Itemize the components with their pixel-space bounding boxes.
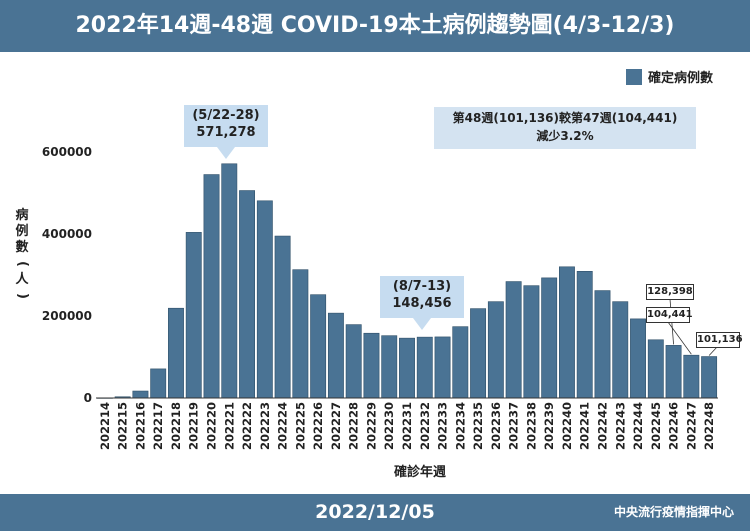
y-tick-label: 200000 (42, 309, 92, 323)
bar-202218 (168, 307, 184, 399)
x-tick-label: 202214 (98, 402, 112, 450)
bar-202245 (647, 339, 664, 399)
bar-202233 (434, 336, 451, 399)
x-tick-label: 202246 (667, 402, 681, 450)
bar-202241 (576, 271, 593, 399)
x-tick-label: 202229 (364, 402, 378, 450)
bar-202244 (630, 318, 646, 399)
bar-202232 (416, 336, 433, 399)
bar-202235 (470, 308, 487, 399)
bar-202246 (665, 345, 682, 399)
bar-202220 (203, 174, 220, 399)
trough-callout-pointer (413, 318, 431, 330)
x-tick-label: 202236 (489, 402, 503, 450)
bar-202224 (274, 235, 291, 399)
comparison-note: 第48週(101,136)較第47週(104,441) 減少3.2% (434, 107, 696, 149)
x-tick-label: 202241 (578, 402, 592, 450)
label-week46: 128,398 (646, 284, 694, 300)
x-tick-label: 202217 (151, 402, 165, 450)
label-week47: 104,441 (646, 307, 693, 323)
x-tick-label: 202222 (240, 402, 254, 450)
x-tick-label: 202228 (347, 402, 361, 450)
legend-label: 確定病例數 (648, 71, 714, 86)
x-tick-label: 202216 (133, 402, 147, 450)
x-tick-label: 202244 (631, 402, 645, 450)
x-tick-label: 202221 (222, 402, 236, 450)
x-tick-label: 202225 (293, 402, 307, 450)
note-line-1: 第48週(101,136)較第47週(104,441) (452, 111, 678, 125)
bar-chart: 0 200000 400000 600000 202214 202215 202216 202… (42, 145, 718, 450)
y-tick-label: 600000 (42, 145, 92, 159)
x-tick-label: 202242 (595, 402, 609, 450)
x-tick-label: 202248 (702, 402, 716, 450)
bar-202248 (701, 356, 718, 399)
y-tick-label: 0 (84, 391, 92, 405)
x-tick-label: 202215 (116, 402, 130, 450)
peak-week: (5/22-28) (192, 108, 260, 123)
x-tick-label: 202233 (436, 402, 450, 450)
bar-202222 (239, 190, 255, 399)
x-tick-label: 202219 (187, 402, 201, 450)
x-tick-label: 202230 (382, 402, 396, 450)
x-tick-label: 202218 (169, 402, 183, 450)
bar-202236 (487, 301, 504, 399)
bar-202230 (381, 335, 398, 399)
footer-date: 2022/12/05 (315, 501, 435, 523)
x-tick-label: 202243 (613, 402, 627, 450)
bar-202234 (452, 326, 469, 399)
x-tick-label: 202232 (418, 402, 432, 450)
trough-week: (8/7-13) (392, 279, 452, 294)
bar-202219 (185, 232, 202, 399)
bar-202237 (505, 281, 522, 399)
page-title: 2022年14週-48週 COVID-19本土病例趨勢圖(4/3-12/3) (75, 13, 675, 38)
trough-callout: (8/7-13) 148,456 (380, 276, 464, 330)
bar-202242 (594, 290, 611, 399)
bar-202239 (541, 277, 558, 399)
bar-202225 (292, 269, 309, 399)
leader-line (667, 321, 692, 355)
x-tick-label: 202234 (453, 402, 467, 450)
x-axis-label: 確診年週 (393, 465, 446, 480)
x-tick-label: 202245 (649, 402, 663, 450)
x-tick-label: 202240 (560, 402, 574, 450)
bar-202217 (150, 368, 167, 399)
x-tick-label: 202220 (205, 402, 219, 450)
bar-202231 (399, 337, 415, 399)
bar-202216 (132, 390, 149, 399)
header-bar: 2022年14週-48週 COVID-19本土病例趨勢圖(4/3-12/3) (0, 0, 750, 52)
bar-202221 (221, 163, 238, 399)
x-tick-label: 202239 (542, 402, 556, 450)
bar-202223 (256, 200, 273, 399)
bar-202238 (523, 285, 540, 399)
legend-swatch (626, 69, 642, 85)
x-tick-label: 202237 (507, 402, 521, 450)
peak-value: 571,278 (196, 125, 256, 140)
peak-callout-pointer (217, 147, 235, 159)
x-tick-label: 202231 (400, 402, 414, 450)
bar-202229 (363, 332, 380, 399)
bar-202228 (345, 324, 362, 399)
bar-202226 (310, 294, 327, 399)
x-tick-label: 202223 (258, 402, 272, 450)
x-tick-label: 202235 (471, 402, 485, 450)
y-tick-label: 400000 (42, 227, 92, 241)
bar-202240 (559, 266, 575, 399)
peak-callout: (5/22-28) 571,278 (184, 105, 268, 159)
bar-202243 (612, 301, 629, 399)
x-tick-label: 202238 (524, 402, 538, 450)
x-tick-label: 202247 (684, 402, 698, 450)
leader-line (708, 346, 718, 356)
trough-value: 148,456 (392, 296, 452, 311)
label-week48: 101,136 (696, 332, 743, 348)
x-tick-label: 202226 (311, 402, 325, 450)
bar-202227 (327, 312, 344, 399)
bar-202247 (683, 354, 700, 399)
y-axis-label: 病例數(人) (15, 208, 30, 299)
footer-bar: 2022/12/05 中央流行疫情指揮中心 (0, 494, 750, 531)
footer-org: 中央流行疫情指揮中心 (613, 505, 734, 519)
x-tick-label: 202224 (276, 402, 290, 450)
note-line-2: 減少3.2% (536, 129, 594, 143)
x-tick-label: 202227 (329, 402, 343, 450)
